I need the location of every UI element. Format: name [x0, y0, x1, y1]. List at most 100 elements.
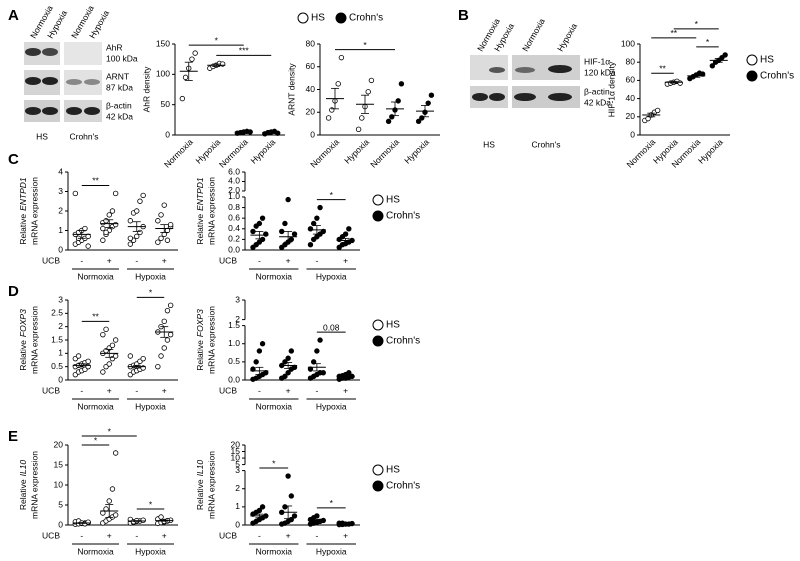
y-tick-label: 1.5: [228, 320, 240, 330]
y-label-gene: FOXP3: [18, 309, 28, 337]
data-point: [167, 331, 174, 338]
legend-marker: [372, 210, 384, 222]
significance-label: *: [272, 458, 276, 468]
data-point: [158, 514, 164, 520]
data-point: [127, 218, 134, 224]
panel-letter: D: [8, 283, 19, 300]
data-point: [155, 239, 161, 245]
y-tick-label: 3: [235, 294, 240, 304]
data-point: [645, 115, 651, 122]
x-tick-label: +: [162, 255, 167, 265]
data-point: [288, 236, 295, 243]
data-point: [428, 92, 435, 98]
data-point: [274, 130, 281, 136]
x-tick-label: +: [343, 530, 348, 540]
y-axis-label: Relative ENTPD1: [195, 177, 205, 245]
x-tick-label: -: [315, 530, 318, 540]
y-tick-label: 20: [231, 439, 241, 449]
data-point: [285, 473, 291, 479]
y-tick-label: 5: [58, 499, 63, 509]
data-point: [112, 221, 119, 228]
data-point: [285, 355, 291, 361]
legend-marker: [372, 480, 384, 492]
y-tick-label: 3: [58, 294, 63, 304]
y-tick-label: 40: [626, 93, 636, 103]
x-tick-label: +: [343, 255, 348, 265]
x-tick-label: +: [107, 530, 112, 540]
band-size: 42 kDa: [584, 97, 611, 107]
significance-label: *: [149, 499, 153, 509]
y-tick-label: 5: [235, 459, 240, 469]
x-tick-label: Normoxia: [368, 137, 401, 170]
y-label-part: Relative: [18, 479, 28, 510]
y-axis-label: mRNA expression: [29, 177, 39, 245]
band: [42, 48, 58, 56]
data-point: [106, 498, 112, 504]
data-point: [320, 370, 326, 376]
y-axis-label: Relative FOXP3: [195, 309, 205, 371]
data-point: [385, 118, 392, 125]
data-point: [164, 307, 171, 314]
data-point: [415, 118, 422, 125]
data-point: [100, 225, 106, 232]
band-name: β-actin: [106, 100, 132, 110]
y-tick-label: 10: [231, 452, 241, 462]
y-tick-label: 0: [165, 129, 170, 139]
band-size: 42 kDa: [106, 111, 133, 121]
blot-group: HS: [36, 131, 48, 141]
data-point: [314, 513, 320, 519]
data-point: [425, 100, 431, 106]
data-point: [291, 231, 298, 237]
data-point: [259, 504, 266, 510]
y-tick-label: 0.5: [51, 361, 63, 371]
data-point: [127, 235, 134, 241]
y-tick-label: 1: [58, 225, 63, 235]
y-tick-label: 150: [156, 38, 170, 48]
data-point: [100, 331, 106, 338]
data-point: [85, 243, 91, 249]
data-point: [106, 212, 112, 218]
data-point: [256, 507, 263, 514]
y-tick-label: 2: [58, 205, 63, 215]
x-axis-label: UCB: [42, 385, 60, 395]
x-tick-label: -: [258, 385, 261, 395]
y-tick-label: 20: [54, 439, 64, 449]
data-point: [307, 241, 314, 248]
legend-label: HS: [311, 13, 325, 24]
y-axis-label: AhR density: [141, 66, 151, 113]
band: [472, 93, 488, 101]
data-point: [155, 218, 161, 224]
data-point: [288, 348, 295, 354]
condition-label: Hypoxia: [316, 271, 347, 281]
legend-marker: [297, 12, 309, 24]
significance-label: *: [330, 498, 334, 508]
y-tick-label: 0.0: [228, 244, 240, 254]
x-tick-label: +: [162, 530, 167, 540]
band: [514, 93, 536, 101]
significance-label: *: [695, 19, 699, 29]
significance-label: **: [92, 312, 99, 322]
data-point: [112, 337, 119, 343]
data-point: [134, 208, 140, 214]
legend-marker: [746, 54, 758, 66]
y-tick-label: 4.0: [228, 176, 240, 186]
data-point: [325, 115, 332, 121]
data-point: [100, 237, 106, 243]
y-axis-label: mRNA expression: [206, 177, 216, 245]
data-point: [109, 208, 116, 214]
data-point: [167, 221, 174, 228]
x-tick-label: -: [80, 385, 83, 395]
data-point: [282, 504, 288, 510]
condition-label: Hypoxia: [316, 401, 347, 411]
x-tick-label: Hypoxia: [696, 137, 725, 166]
y-tick-label: 0.6: [228, 212, 240, 222]
significance-label: *: [330, 190, 334, 200]
blot-strip: [64, 42, 102, 65]
x-tick-label: -: [135, 255, 138, 265]
significance-label: ***: [239, 46, 250, 56]
lane-label: Normoxia: [520, 16, 547, 53]
data-point: [355, 126, 362, 133]
condition-label: Normoxia: [77, 546, 114, 556]
data-point: [395, 98, 401, 104]
